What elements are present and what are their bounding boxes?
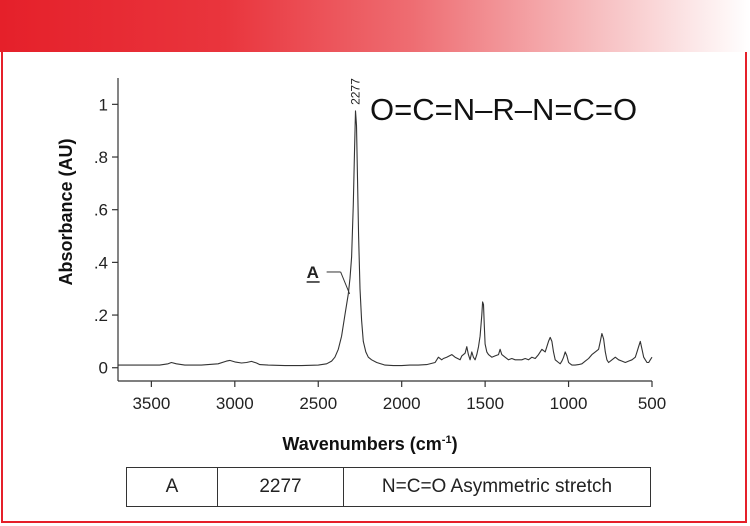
x-axis-ticks: 3500 3000 2500 2000 1500 1000 500: [132, 381, 666, 413]
marker-leader-line-2: [340, 271, 351, 295]
y-tick-label: .8: [94, 148, 108, 167]
table-cell-assignment: N=C=O Asymmetric stretch: [343, 467, 651, 507]
marker-label: A: [307, 263, 319, 282]
x-tick-label: 500: [638, 394, 666, 413]
x-axis-label-superscript: -1: [442, 434, 452, 446]
x-tick-label: 1000: [550, 394, 588, 413]
y-tick-label: .6: [94, 201, 108, 220]
table-cell-peak: A: [126, 467, 218, 507]
y-tick-label: .2: [94, 306, 108, 325]
table-cell-wavenumber: 2277: [217, 467, 344, 507]
peak-assignment-table: A 2277 N=C=O Asymmetric stretch: [126, 467, 651, 507]
x-axis-label: Wavenumbers (cm-1): [282, 434, 457, 454]
spectrum-line: [118, 110, 653, 367]
x-tick-label: 3500: [132, 394, 170, 413]
y-axis-label: Absorbance (AU): [56, 138, 76, 285]
y-tick-label: 0: [99, 359, 108, 378]
x-tick-label: 3000: [216, 394, 254, 413]
x-tick-label: 1500: [466, 394, 504, 413]
y-tick-label: .4: [94, 253, 108, 272]
molecule-formula: O=C=N–R–N=C=O: [370, 92, 637, 127]
peak-label: 2277: [348, 78, 362, 105]
table-row: A 2277 N=C=O Asymmetric stretch: [126, 467, 651, 507]
axes: [117, 78, 652, 382]
figure-border: [1, 52, 747, 523]
x-axis-label-close: ): [452, 434, 458, 454]
y-tick-label: 1: [99, 95, 108, 114]
x-tick-label: 2000: [383, 394, 421, 413]
x-tick-label: 2500: [299, 394, 337, 413]
header-banner: [0, 0, 750, 52]
y-axis-ticks: 0 .2 .4 .6 .8 1: [94, 95, 118, 378]
x-axis-label-main: Wavenumbers (cm: [282, 434, 441, 454]
